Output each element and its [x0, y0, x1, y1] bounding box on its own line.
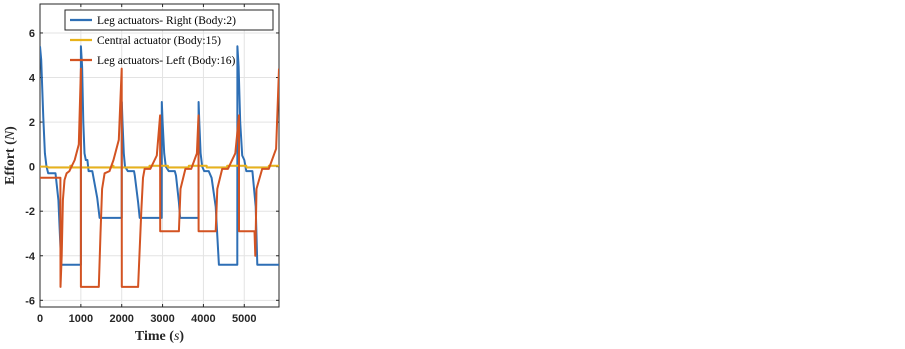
legend-label: Central actuator (Body:15)	[97, 35, 221, 47]
legend-label: Leg actuators- Right (Body:2)	[97, 15, 236, 27]
y-tick-label: -6	[25, 295, 35, 307]
x-tick-label: 5000	[232, 313, 256, 325]
axes-frame	[39, 3, 280, 308]
series-line	[40, 45, 279, 266]
y-tick-label: 6	[29, 28, 35, 40]
y-tick-label: -2	[25, 206, 35, 218]
legend: Leg actuators- Right (Body:2) Central act…	[64, 9, 274, 67]
chart-panel-1: 0 1000 2000 3000 4000 5000 -6 -4 -2 0 2 4 6 Time (s) E…	[3, 3, 280, 344]
y-tick-label: -4	[25, 251, 36, 263]
y-tick-label: 2	[29, 117, 35, 129]
x-tick-label: 1000	[69, 313, 93, 325]
y-axis-label: Effort (N)	[3, 126, 18, 185]
x-tick-label: 2000	[109, 313, 133, 325]
legend-label: Leg actuators- Left (Body:16)	[97, 55, 235, 67]
y-tick-label: 4	[29, 73, 36, 85]
x-tick-label: 0	[37, 313, 43, 325]
x-axis-label: Time (s)	[135, 329, 184, 344]
series-line	[40, 67, 279, 288]
y-tick-label: 0	[29, 162, 35, 174]
x-tick-label: 4000	[191, 313, 215, 325]
x-tick-label: 3000	[150, 313, 174, 325]
legend-box	[64, 9, 274, 31]
